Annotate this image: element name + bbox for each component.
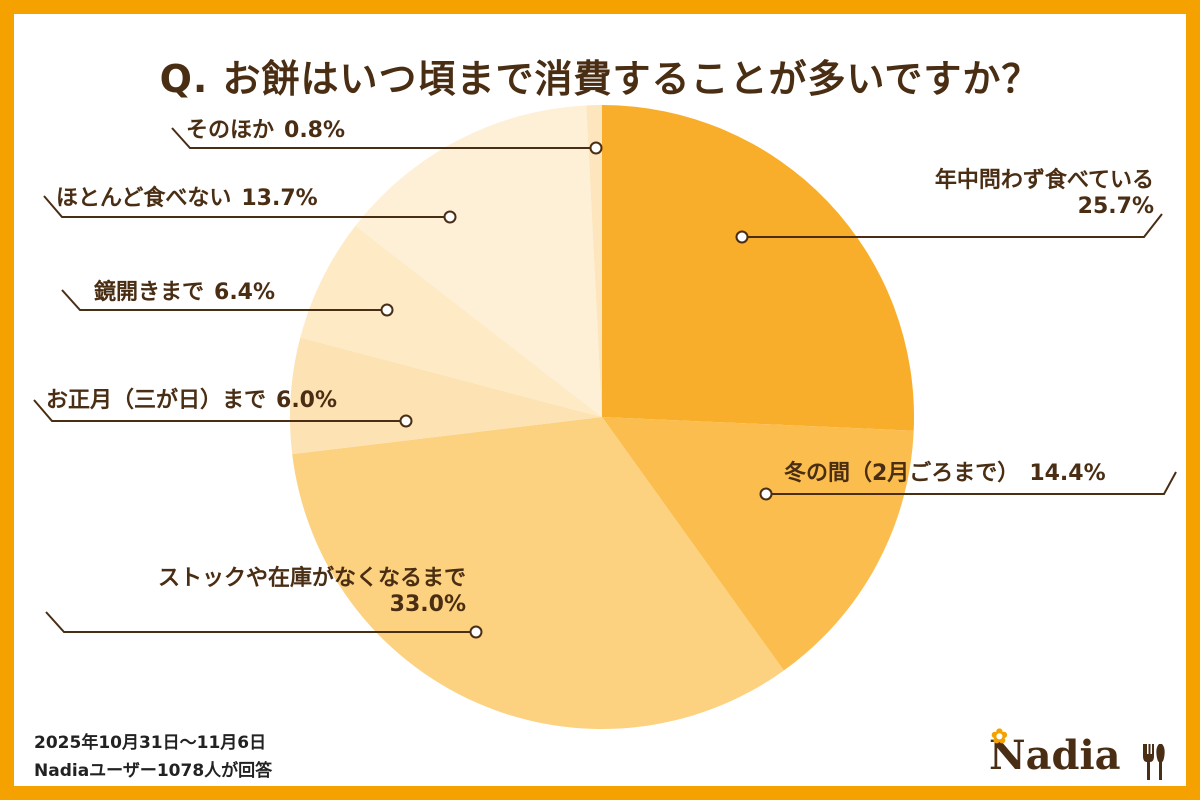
chart-card: Q. お餅はいつ頃まで消費することが多いですか？ そのほか 0.8% 年中問わず食… — [14, 14, 1186, 786]
label-kagami-biraki: 鏡開きまで 6.4% — [94, 280, 275, 306]
slice-label: そのほか — [186, 118, 275, 143]
slice-label: 冬の間（2月ごろまで） — [784, 461, 1020, 486]
slice-label: ストックや在庫がなくなるまで — [157, 566, 466, 591]
leader-line — [43, 195, 450, 218]
label-year-round: 年中問わず食べている 25.7% — [854, 168, 1154, 220]
slice-label: 年中問わず食べている — [934, 168, 1154, 193]
label-winter: 冬の間（2月ごろまで） 14.4% — [784, 461, 1106, 487]
pie-slice — [586, 105, 602, 417]
leader-dot — [380, 303, 394, 317]
slice-value: 6.4% — [214, 280, 276, 305]
leader-line — [45, 611, 476, 633]
slice-value: 33.0% — [389, 592, 466, 617]
nadia-logo: ✿ Nadia — [989, 724, 1165, 780]
leader-line — [766, 471, 1177, 495]
flower-icon: ✿ — [991, 724, 1008, 748]
slice-label: ほとんど食べない — [56, 186, 232, 211]
leader-line — [171, 127, 596, 149]
fork-spoon-icon — [1143, 744, 1165, 780]
survey-date: 2025年10月31日～11月6日 — [34, 733, 267, 753]
chart-title: Q. お餅はいつ頃まで消費することが多いですか？ — [159, 57, 1041, 101]
label-until-stock: ストックや在庫がなくなるまで 33.0% — [54, 566, 466, 618]
pie-slice — [602, 105, 915, 431]
leader-dot — [589, 141, 603, 155]
leader-dot — [443, 210, 457, 224]
label-other: そのほか 0.8% — [186, 118, 345, 144]
survey-respondents: Nadiaユーザー1078人が回答 — [34, 761, 273, 781]
pie-slice — [602, 417, 914, 671]
pie-slice — [292, 417, 784, 729]
leader-line — [61, 289, 387, 311]
pie-chart — [33, 105, 1177, 729]
slice-label: 鏡開きまで — [94, 280, 205, 305]
leader-dot — [469, 625, 483, 639]
pie-slice — [355, 105, 602, 417]
label-new-year: お正月（三が日）まで 6.0% — [46, 388, 337, 414]
logo-text: Nadia — [989, 732, 1121, 779]
leader-dot — [399, 414, 413, 428]
slice-value: 0.8% — [284, 118, 346, 143]
slice-label: お正月（三が日）まで — [46, 388, 267, 413]
slice-value: 13.7% — [241, 186, 318, 211]
leader-dot — [735, 230, 749, 244]
pie-slice — [300, 225, 602, 417]
leader-dot — [759, 487, 773, 501]
slice-value: 6.0% — [276, 388, 338, 413]
label-hardly-eat: ほとんど食べない 13.7% — [56, 186, 318, 212]
slice-value: 14.4% — [1029, 461, 1106, 486]
pie-slice — [290, 337, 602, 455]
leader-line — [33, 399, 406, 422]
leader-line — [742, 213, 1163, 238]
slice-value: 25.7% — [1077, 194, 1154, 219]
